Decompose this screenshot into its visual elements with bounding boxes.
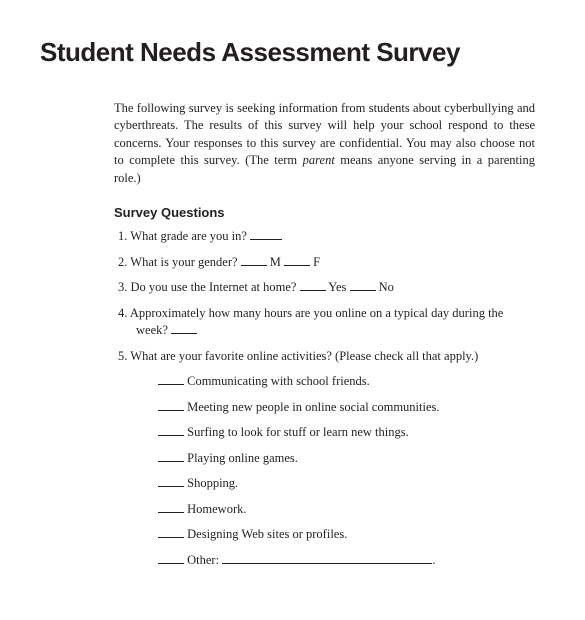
q5-item-a: Communicating with school friends. xyxy=(158,373,535,391)
q2-opt-m: M xyxy=(267,255,284,269)
q5-label-h-pre: Other: xyxy=(184,553,222,567)
q5-text: What are your favorite online activities… xyxy=(130,349,478,363)
q5-check-a[interactable] xyxy=(158,374,184,385)
q5-label-d: Playing online games. xyxy=(184,451,298,465)
q3-opt-no: No xyxy=(376,280,394,294)
q5-check-b[interactable] xyxy=(158,400,184,411)
page-title: Student Needs Assessment Survey xyxy=(40,38,545,68)
content-area: The following survey is seeking informat… xyxy=(40,100,545,570)
question-3: 3. Do you use the Internet at home? Yes … xyxy=(114,279,535,297)
q5-number: 5. xyxy=(118,349,127,363)
q3-blank-yes[interactable] xyxy=(300,280,326,291)
q5-item-c: Surfing to look for stuff or learn new t… xyxy=(158,424,535,442)
q5-item-e: Shopping. xyxy=(158,475,535,493)
q4-blank[interactable] xyxy=(171,323,197,334)
intro-paragraph: The following survey is seeking informat… xyxy=(114,100,535,188)
q2-blank-m[interactable] xyxy=(241,255,267,266)
question-5: 5. What are your favorite online activit… xyxy=(114,348,535,570)
q1-text: What grade are you in? xyxy=(130,229,250,243)
q5-item-h: Other: . xyxy=(158,552,535,570)
q3-blank-no[interactable] xyxy=(350,280,376,291)
q5-check-e[interactable] xyxy=(158,476,184,487)
q3-text: Do you use the Internet at home? xyxy=(131,280,300,294)
q5-label-a: Communicating with school friends. xyxy=(184,374,370,388)
q2-blank-f[interactable] xyxy=(284,255,310,266)
q2-opt-f: F xyxy=(310,255,320,269)
q5-item-b: Meeting new people in online social comm… xyxy=(158,399,535,417)
q4-number: 4. xyxy=(118,306,127,320)
q3-opt-yes: Yes xyxy=(326,280,350,294)
q5-checklist: Communicating with school friends. Meeti… xyxy=(136,373,535,569)
q1-blank[interactable] xyxy=(250,229,282,240)
q1-number: 1. xyxy=(118,229,127,243)
question-4: 4. Approximately how many hours are you … xyxy=(114,305,535,340)
q5-label-g: Designing Web sites or profiles. xyxy=(184,527,347,541)
q5-label-e: Shopping. xyxy=(184,476,238,490)
q5-label-b: Meeting new people in online social comm… xyxy=(184,400,440,414)
intro-italic-term: parent xyxy=(303,153,335,167)
q5-label-f: Homework. xyxy=(184,502,247,516)
question-1: 1. What grade are you in? xyxy=(114,228,535,246)
q5-check-c[interactable] xyxy=(158,425,184,436)
q5-check-f[interactable] xyxy=(158,502,184,513)
q2-number: 2. xyxy=(118,255,127,269)
q5-item-g: Designing Web sites or profiles. xyxy=(158,526,535,544)
q5-other-blank[interactable] xyxy=(222,553,432,564)
q2-text: What is your gender? xyxy=(130,255,240,269)
q5-label-h-post: . xyxy=(432,553,435,567)
q5-check-h[interactable] xyxy=(158,553,184,564)
question-list: 1. What grade are you in? 2. What is you… xyxy=(114,228,535,569)
q5-item-d: Playing online games. xyxy=(158,450,535,468)
question-2: 2. What is your gender? M F xyxy=(114,254,535,272)
q3-number: 3. xyxy=(118,280,127,294)
section-heading: Survey Questions xyxy=(114,205,535,220)
q5-label-c: Surfing to look for stuff or learn new t… xyxy=(184,425,409,439)
q5-item-f: Homework. xyxy=(158,501,535,519)
q5-check-d[interactable] xyxy=(158,451,184,462)
q5-check-g[interactable] xyxy=(158,527,184,538)
